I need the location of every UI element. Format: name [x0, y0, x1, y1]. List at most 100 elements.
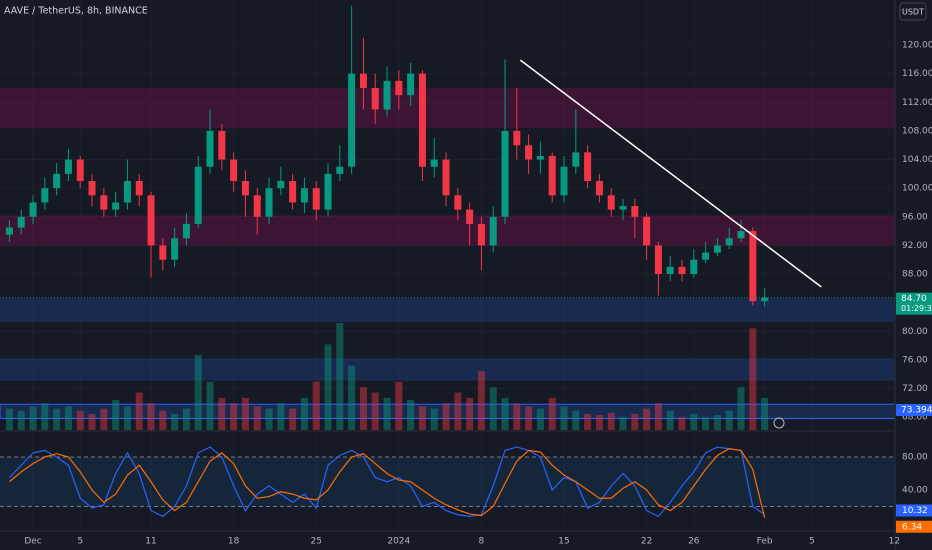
support-zone — [0, 298, 895, 322]
volume-bar — [713, 415, 721, 430]
candle — [713, 238, 721, 257]
candle — [477, 216, 485, 271]
candle-body — [631, 206, 639, 217]
volume-bar — [548, 397, 556, 430]
candle — [359, 37, 367, 110]
candle-body — [477, 223, 485, 246]
y-tick-label: 96.00 — [902, 212, 928, 222]
volume-badge — [896, 404, 932, 416]
candle — [619, 198, 627, 221]
candle-body — [159, 245, 167, 260]
volume-bar — [418, 406, 426, 430]
volume-bar — [560, 406, 568, 430]
candle-body — [513, 130, 521, 146]
candle — [749, 227, 757, 306]
candle-body — [536, 155, 544, 160]
candle-body — [336, 166, 344, 174]
candle — [584, 145, 592, 189]
candle-body — [442, 159, 450, 196]
candle — [17, 209, 25, 235]
volume-bar — [702, 417, 710, 430]
trendline — [519, 59, 822, 288]
volume-bar — [442, 403, 450, 430]
candle-body — [218, 130, 226, 160]
candle-body — [5, 227, 13, 235]
candle — [241, 170, 249, 217]
volume-bar — [41, 403, 49, 430]
candle-body — [147, 195, 155, 246]
y-tick-label: 88.00 — [902, 270, 928, 280]
stoch-badge — [896, 520, 932, 533]
volume-bar — [29, 406, 37, 430]
x-tick-label: 15 — [558, 537, 569, 547]
candle-body — [277, 181, 285, 189]
y-tick-label: 76.00 — [902, 355, 928, 365]
y-tick-label: 92.00 — [902, 241, 928, 251]
volume-bar — [253, 406, 261, 430]
currency-label[interactable]: USDT — [902, 8, 924, 17]
candle — [489, 206, 497, 253]
x-tick-label: 18 — [228, 537, 240, 547]
candle-body — [466, 209, 474, 224]
volume-bar — [241, 397, 249, 430]
candle-body — [749, 231, 757, 302]
volume-bar — [749, 328, 757, 430]
symbol-title: AAVE / TetherUS, 8h, BINANCE — [4, 6, 148, 17]
volume-bar — [182, 408, 190, 430]
stoch-tick-label: 80.00 — [902, 452, 928, 462]
candle — [643, 213, 651, 260]
candle — [466, 202, 474, 246]
candle — [430, 138, 438, 178]
y-tick-label: 100.00 — [902, 184, 932, 194]
y-tick-label: 120.00 — [902, 41, 932, 51]
volume-bar — [17, 410, 25, 430]
candle-body — [418, 73, 426, 167]
candle — [230, 152, 238, 192]
candle-body — [76, 159, 84, 182]
candle-body — [324, 173, 332, 210]
candle — [560, 155, 568, 203]
volume-bar — [100, 408, 108, 430]
candle-body — [548, 155, 556, 196]
candle — [336, 145, 344, 182]
candle-body — [230, 159, 238, 182]
volume-bar — [489, 387, 497, 430]
candle — [407, 62, 415, 106]
volume-bar — [501, 397, 509, 430]
candle — [123, 159, 131, 210]
candle — [76, 155, 84, 189]
candle — [5, 220, 13, 242]
candle — [348, 5, 356, 174]
candle-body — [595, 181, 603, 196]
currency-button[interactable] — [899, 2, 927, 21]
candle-body — [182, 223, 190, 239]
candle-body — [678, 266, 686, 275]
candle-body — [88, 181, 96, 196]
candle — [525, 134, 533, 174]
stoch-line — [9, 448, 766, 518]
volume-bar — [454, 392, 462, 430]
candle-body — [643, 216, 651, 246]
volume-bar — [572, 410, 580, 430]
volume-bar — [300, 397, 308, 430]
candle-body — [383, 80, 391, 110]
candle — [737, 220, 745, 242]
candle — [607, 188, 615, 217]
candle-body — [371, 88, 379, 110]
volume-bar — [513, 403, 521, 430]
candle-body — [123, 181, 131, 203]
x-tick-label: 2024 — [387, 537, 410, 547]
last-price-label: 84.70 — [901, 294, 927, 304]
y-tick-label: 112.00 — [902, 98, 932, 108]
candle — [690, 248, 698, 278]
volume-bar — [230, 403, 238, 430]
candle — [442, 152, 450, 207]
candle — [536, 141, 544, 174]
volume-bar — [159, 410, 167, 430]
last-price-badge — [896, 292, 932, 315]
volume-bar — [383, 397, 391, 430]
candle-body — [241, 181, 249, 196]
candle-body — [112, 202, 120, 210]
candle-body — [265, 188, 273, 217]
